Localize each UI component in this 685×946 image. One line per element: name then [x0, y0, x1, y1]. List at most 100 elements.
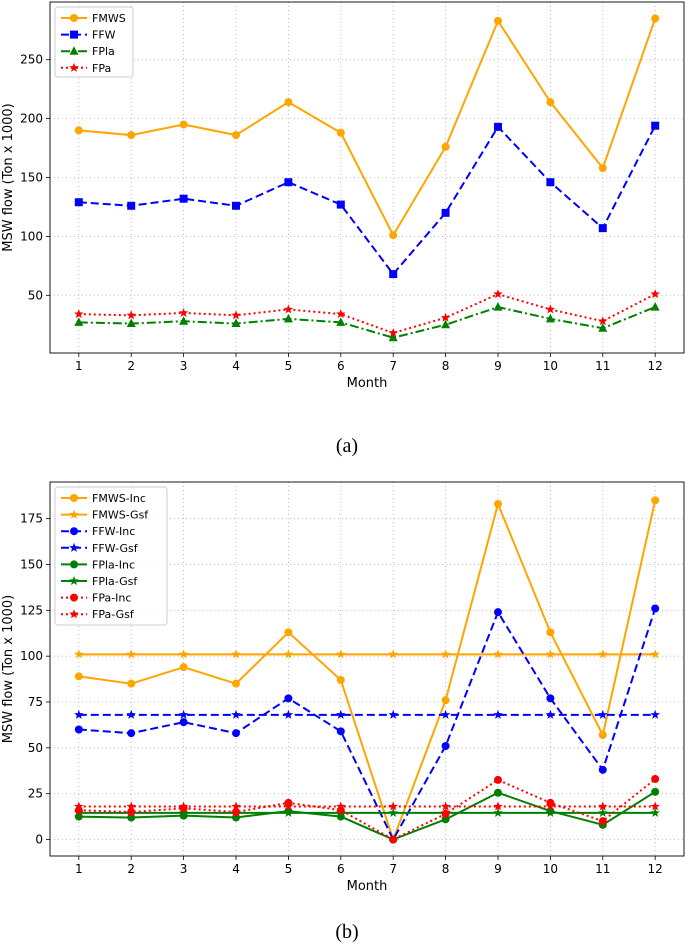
data-point-fpa-inc [441, 809, 450, 818]
data-point-fmws-inc [127, 679, 136, 688]
x-tick-label: 6 [337, 862, 345, 876]
x-tick-label: 3 [180, 862, 188, 876]
x-tick-label: 12 [648, 862, 663, 876]
data-point-fmws-gsf [283, 649, 294, 659]
panel-a-legend: FMWS FFW FPla FPa [54, 6, 134, 78]
data-point-ffw-gsf [388, 709, 398, 719]
data-point-fmws-inc [284, 628, 293, 637]
y-tick-label: 50 [28, 741, 43, 755]
data-point-fmws-inc [232, 679, 241, 688]
series-fmws-gsf [74, 649, 660, 659]
data-point-ffw-gsf [126, 709, 136, 719]
y-tick-label: 250 [20, 53, 43, 67]
legend-swatch-marker [69, 62, 79, 72]
data-point-fpa-inc [389, 835, 398, 844]
legend-swatch-marker [69, 576, 79, 586]
data-point-fpa-inc [651, 775, 660, 783]
legend-label: FPa-Gsf [92, 608, 135, 621]
x-tick-label: 5 [285, 862, 293, 876]
series-line-fpla [78, 306, 656, 339]
data-point-fpa [283, 304, 294, 314]
y-tick-label: 150 [20, 171, 43, 185]
data-point-fmws-gsf [650, 649, 660, 659]
x-tick-label: 12 [648, 359, 663, 373]
data-point-ffw [232, 201, 241, 210]
data-point-ffw-gsf [178, 709, 189, 719]
y-tick-label: 25 [28, 787, 43, 801]
data-point-ffw [651, 121, 660, 130]
panel-b-chart: 1 2 3 4 5 6 7 8 9 10 11 120255075100125150175MonthM… [1, 481, 685, 894]
data-point-fpla [545, 313, 555, 323]
data-point-fmws [546, 98, 555, 107]
data-point-fpla [598, 323, 608, 332]
series-line-fpla-inc [78, 790, 656, 841]
y-tick-label: 75 [28, 695, 43, 709]
data-point-fpa [126, 310, 136, 320]
data-point-fpa [231, 310, 241, 320]
series-ffw [74, 121, 660, 279]
legend-swatch-marker [70, 30, 78, 39]
data-point-fpla-gsf [650, 807, 660, 817]
data-point-fpla-gsf [283, 807, 294, 817]
series-line-ffw [78, 125, 657, 276]
data-point-fpa [598, 316, 608, 326]
y-tick-label: 0 [35, 833, 43, 847]
data-point-fpa [388, 327, 398, 338]
legend-entry: FPa-Gsf [61, 608, 135, 621]
data-point-ffw-inc [232, 729, 241, 738]
data-point-ffw [336, 200, 345, 209]
legend-label: FPa [92, 62, 111, 75]
x-tick-label: 6 [337, 359, 345, 373]
legend-entry: FFW [61, 29, 116, 42]
panel-a-caption: (a) [336, 435, 358, 457]
data-point-fpa-gsf [231, 801, 241, 811]
data-point-fpla-inc [493, 788, 502, 797]
data-point-fpla [231, 318, 241, 328]
data-point-fpa [336, 309, 346, 319]
data-point-ffw-inc [127, 729, 136, 738]
panel-b-axes-frame [49, 481, 685, 857]
legend-swatch-marker [70, 527, 78, 536]
data-point-ffw-gsf [598, 709, 608, 719]
series-fpa [74, 289, 660, 338]
legend-entry: FPla-Gsf [61, 575, 138, 588]
data-point-fpa-inc [127, 808, 136, 816]
data-point-fpa-gsf [336, 801, 346, 811]
series-line-fpa [78, 293, 656, 334]
series-line-ffw-inc [78, 608, 657, 841]
panel-b-y-axis-label: MSW flow (Ton x 1000) [1, 595, 16, 743]
series-ffw-gsf [74, 709, 660, 719]
legend-swatch-marker [70, 494, 78, 502]
data-point-ffw-inc [441, 742, 450, 750]
data-point-fpa-gsf [493, 801, 503, 811]
data-point-fmws-gsf [598, 649, 608, 659]
data-point-fmws-gsf [388, 649, 398, 659]
legend-label: FFW-Gsf [92, 542, 139, 555]
series-fmws-inc [74, 496, 660, 844]
data-point-fpa [74, 309, 84, 319]
data-point-ffw-gsf [231, 709, 241, 719]
data-point-fmws-inc [179, 663, 188, 672]
x-tick-label: 1 [75, 359, 83, 373]
data-point-fmws-inc [546, 628, 555, 637]
x-tick-label: 8 [442, 862, 450, 876]
legend-swatch-marker [69, 46, 79, 55]
data-point-fmws-gsf [178, 649, 189, 659]
data-point-ffw-inc [651, 604, 660, 613]
x-tick-label: 10 [543, 359, 558, 373]
panel-b-caption: (b) [335, 921, 358, 943]
series-ffw-inc [74, 604, 660, 844]
data-point-ffw [493, 122, 502, 131]
legend-swatch-marker [69, 542, 79, 552]
data-point-fmws-inc [651, 496, 660, 505]
data-point-ffw-inc [598, 765, 607, 774]
legend-swatch-marker [69, 609, 79, 619]
y-tick-label: 150 [20, 558, 43, 572]
data-point-fmws-gsf [74, 649, 84, 659]
data-point-fpla-inc [651, 787, 660, 796]
legend-entry: FPa [61, 62, 111, 75]
x-tick-label: 11 [595, 862, 610, 876]
series-fpa-inc [74, 775, 660, 844]
data-point-fpa [178, 307, 189, 317]
